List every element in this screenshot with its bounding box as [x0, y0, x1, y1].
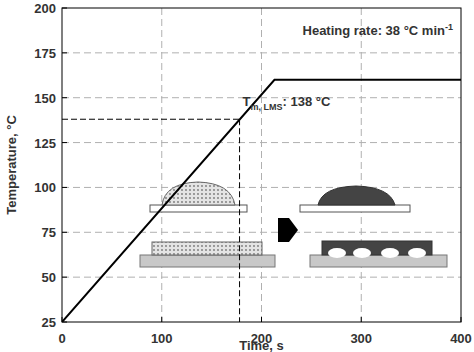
tick-label-y: 25 — [42, 315, 56, 330]
base-plate — [140, 255, 275, 267]
plot-frame — [62, 8, 461, 322]
tm-label: Tm, LMS: 138 °C — [243, 94, 331, 112]
inset-schematic — [140, 182, 447, 267]
arrow — [278, 218, 298, 242]
tick-label-x: 100 — [151, 331, 173, 346]
void — [353, 248, 371, 258]
x-axis-label: Time, s — [239, 338, 284, 352]
tick-label-x: 300 — [350, 331, 372, 346]
chart-root: 0100200300400255075100125150175200Time, … — [0, 0, 474, 352]
grid-line-x — [161, 8, 162, 322]
tm-text: T — [243, 94, 251, 109]
tick-y — [62, 277, 67, 278]
tick-y — [62, 97, 67, 98]
heating-rate-sup: -1 — [445, 22, 453, 32]
tick-label-x: 0 — [58, 331, 65, 346]
tick-label-y: 50 — [42, 270, 56, 285]
heating-rate-label: Heating rate: 38 °C min-1 — [303, 22, 453, 38]
grid-line-y — [62, 232, 461, 233]
melted-droplet — [318, 186, 395, 205]
tick-label-y: 200 — [34, 1, 56, 16]
tick-x — [361, 317, 362, 322]
grid-line-x — [261, 8, 262, 322]
tm-suffix: : 138 °C — [283, 94, 331, 109]
tick-x — [161, 317, 162, 322]
grid-line-y — [62, 97, 461, 98]
tick-label-x: 400 — [450, 331, 472, 346]
tick-label-y: 125 — [34, 136, 56, 151]
base-plate — [310, 255, 447, 267]
void — [381, 248, 399, 258]
tm-vline — [239, 119, 240, 322]
grid-line-y — [62, 142, 461, 143]
void — [328, 248, 346, 258]
substrate — [300, 205, 410, 212]
tick-label-y: 75 — [42, 225, 56, 240]
paste-layer — [152, 242, 262, 255]
tick-y — [62, 232, 67, 233]
tick-y — [62, 52, 67, 53]
grid — [62, 8, 461, 322]
tm-sub: m, LMS — [251, 102, 283, 112]
tick-label-y: 150 — [34, 91, 56, 106]
chart: 0100200300400255075100125150175200Time, … — [0, 0, 474, 352]
tick-label-y: 100 — [34, 180, 56, 195]
tick-y — [62, 187, 67, 188]
paste-droplet — [162, 182, 235, 205]
y-axis-label: Temperature, °C — [4, 115, 19, 215]
tick-y — [62, 142, 67, 143]
temperature-line — [62, 80, 461, 322]
grid-line-y — [62, 187, 461, 188]
tick-label-y: 175 — [34, 46, 56, 61]
tick-x — [261, 317, 262, 322]
grid-line-x — [361, 8, 362, 322]
tm-hline — [62, 119, 240, 120]
grid-line-y — [62, 52, 461, 53]
void — [408, 248, 426, 258]
grid-line-y — [62, 277, 461, 278]
heating-rate-text: Heating rate: 38 °C min — [303, 23, 446, 38]
data-group — [62, 80, 461, 322]
